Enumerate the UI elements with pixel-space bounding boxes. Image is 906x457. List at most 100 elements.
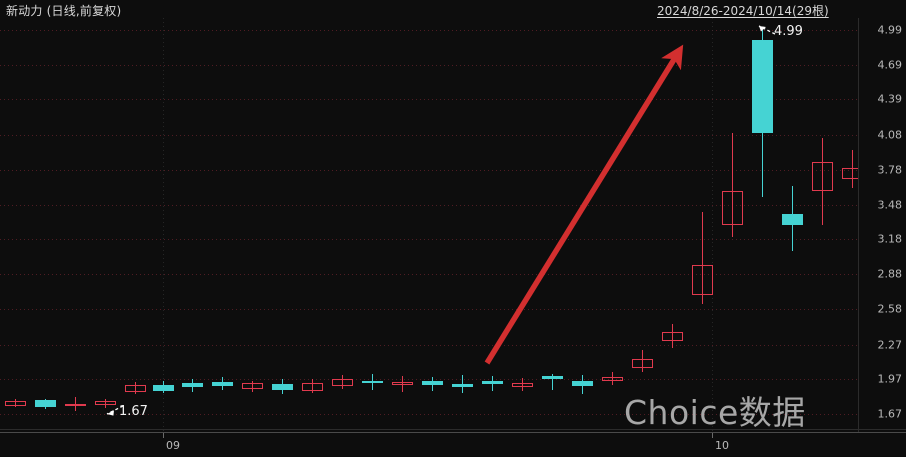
candlestick-bar[interactable] (631, 18, 653, 432)
gridline-h (0, 64, 858, 66)
candlestick-bar[interactable] (34, 18, 56, 432)
candlestick-bar[interactable] (4, 18, 26, 432)
candlestick-bar[interactable] (152, 18, 174, 432)
candlestick-bar[interactable] (241, 18, 263, 432)
choice-watermark: Choice数据 (624, 393, 806, 432)
candle-body (331, 379, 353, 387)
candle-body (271, 383, 293, 390)
y-axis-tick-label: 3.18 (877, 232, 903, 246)
candle-wick (341, 374, 343, 389)
candle-body (301, 382, 323, 391)
candle-wick (821, 137, 823, 226)
high-price-label: 4.99 (774, 24, 803, 39)
candle-body (451, 383, 473, 388)
candle-body (541, 375, 563, 380)
candlestick-bar[interactable] (391, 18, 413, 432)
x-axis-tick-mark (163, 433, 164, 438)
candle-wick (251, 380, 253, 393)
candlestick-bar[interactable] (361, 18, 383, 432)
candlestick-bar[interactable] (301, 18, 323, 432)
candle-body (601, 377, 623, 381)
candlestick-bar[interactable] (421, 18, 443, 432)
candlestick-bar[interactable] (751, 18, 773, 432)
candle-body (511, 382, 533, 388)
y-axis-tick-label: 2.58 (877, 302, 903, 316)
candlestick-bar[interactable] (181, 18, 203, 432)
candlestick-bar[interactable] (721, 18, 743, 432)
candlestick-bar[interactable] (271, 18, 293, 432)
candle-body (241, 382, 263, 389)
chart-header: 新动力 (日线,前复权) 2024/8/26-2024/10/14(29根) (0, 0, 906, 18)
candle-body (181, 382, 203, 388)
candlestick-bar[interactable] (481, 18, 503, 432)
candlestick-bar[interactable] (64, 18, 86, 432)
y-axis-tick-label: 4.69 (877, 58, 903, 72)
gridline-v (712, 18, 713, 432)
candlestick-bar[interactable] (124, 18, 146, 432)
gridline-h (0, 135, 858, 137)
gridline-h (0, 170, 858, 171)
y-axis-tick-label: 4.99 (877, 23, 903, 37)
candlestick-bar[interactable] (781, 18, 803, 432)
gridline-v (163, 18, 164, 432)
gridline-h (0, 414, 858, 415)
candle-body (811, 161, 833, 191)
candle-wick (851, 150, 853, 189)
candlestick-plot-area[interactable] (0, 18, 858, 432)
candle-body (481, 380, 503, 384)
candlestick-bar[interactable] (541, 18, 563, 432)
candlestick-bar[interactable] (571, 18, 593, 432)
candlestick-bar[interactable] (211, 18, 233, 432)
candlestick-bar[interactable] (691, 18, 713, 432)
y-axis-tick-label: 1.97 (877, 372, 903, 386)
low-price-label: 1.67 (119, 404, 148, 419)
x-axis[interactable]: 09 10 (0, 432, 906, 457)
candlestick-bar[interactable] (451, 18, 473, 432)
y-axis-tick-label: 4.39 (877, 92, 903, 106)
candle-body (361, 380, 383, 383)
candle-wick (611, 372, 613, 386)
candle-body (391, 381, 413, 386)
candle-body (841, 167, 858, 180)
candlestick-bar[interactable] (661, 18, 683, 432)
gridline-h (0, 274, 858, 275)
candle-wick (521, 378, 523, 391)
candle-wick (731, 132, 733, 237)
gridline-h (0, 308, 858, 310)
candle-body (691, 264, 713, 295)
x-axis-divider (0, 429, 906, 430)
candle-wick (311, 379, 313, 394)
candlestick-bar[interactable] (601, 18, 623, 432)
candle-wick (701, 211, 703, 305)
candlestick-bar[interactable] (811, 18, 833, 432)
candle-body (631, 358, 653, 368)
candle-wick (14, 399, 16, 408)
x-axis-tick-label: 09 (166, 439, 180, 452)
y-axis-tick-label: 3.48 (877, 198, 903, 212)
date-range-label[interactable]: 2024/8/26-2024/10/14(29根) (657, 4, 829, 18)
gridline-h (0, 344, 858, 346)
candle-body (94, 401, 116, 405)
candle-body (661, 331, 683, 342)
y-axis-tick-label: 4.08 (877, 128, 903, 142)
page-title: 新动力 (日线,前复权) (6, 4, 122, 18)
candlestick-bar[interactable] (331, 18, 353, 432)
y-axis[interactable]: 4.99 4.69 4.39 4.08 3.78 3.48 3.18 2.88 2.58 2.27… (858, 18, 906, 432)
candle-body (721, 190, 743, 226)
x-axis-tick-label: 10 (715, 439, 729, 452)
y-axis-tick-label: 3.78 (877, 163, 903, 177)
candle-wick (551, 373, 553, 390)
candle-body (124, 385, 146, 392)
gridline-h (0, 379, 858, 381)
candlestick-bar[interactable] (841, 18, 858, 432)
chart-grid (0, 18, 858, 432)
candle-body (781, 213, 803, 226)
candle-wick (104, 399, 106, 409)
x-axis-tick-mark (712, 433, 713, 438)
high-point-pointer (758, 25, 776, 35)
candlestick-bar[interactable] (511, 18, 533, 432)
gridline-h (0, 239, 858, 241)
candle-body (421, 380, 443, 386)
candle-body (751, 40, 773, 133)
candlestick-bar[interactable] (94, 18, 116, 432)
